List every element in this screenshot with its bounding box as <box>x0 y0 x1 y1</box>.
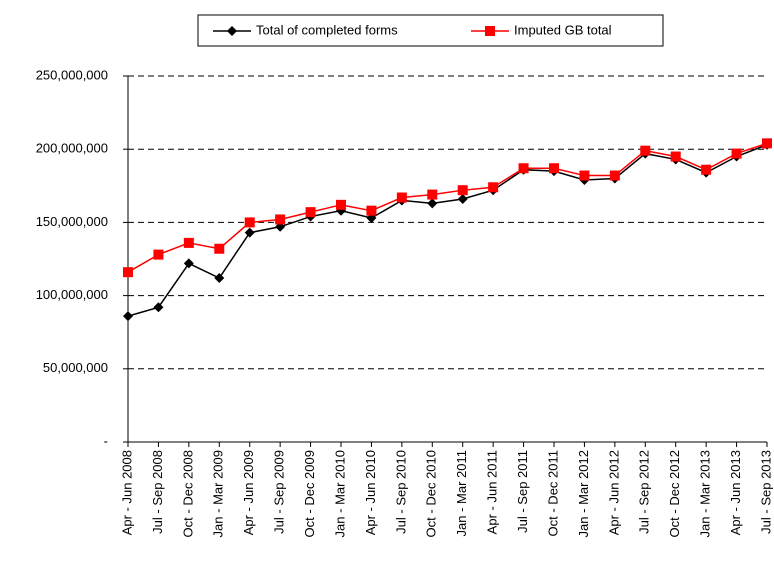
x-tick-label: Jul - Sep 2010 <box>393 450 408 534</box>
data-point <box>396 192 407 203</box>
data-point <box>427 198 438 209</box>
data-point <box>457 193 468 204</box>
x-tick-label: Apr - Jun 2009 <box>241 450 256 535</box>
x-tick-label: Jan - Mar 2011 <box>454 450 469 536</box>
y-tick-label: 200,000,000 <box>36 141 108 156</box>
data-point <box>336 199 346 210</box>
y-tick-label: 50,000,000 <box>43 360 108 375</box>
data-point <box>153 302 164 313</box>
data-point <box>609 170 620 181</box>
data-point <box>183 237 194 248</box>
y-tick-label: 100,000,000 <box>36 287 108 302</box>
x-tick-label: Apr - Jun 2012 <box>606 450 621 535</box>
y-tick-label: - <box>104 433 108 448</box>
data-point <box>214 273 225 284</box>
data-point <box>305 207 316 218</box>
x-tick-label: Oct - Dec 2010 <box>424 450 439 537</box>
x-tick-label: Jul - Sep 2008 <box>150 450 165 534</box>
data-point <box>123 311 133 322</box>
data-point <box>488 182 499 193</box>
y-tick-label: 150,000,000 <box>36 214 108 229</box>
x-tick-label: Jan - Mar 2013 <box>698 450 713 537</box>
x-tick-label: Oct - Dec 2012 <box>667 450 682 537</box>
data-point <box>366 205 377 216</box>
data-point <box>427 189 438 200</box>
data-point <box>214 243 225 254</box>
series-line <box>127 144 768 317</box>
legend-marker <box>227 26 237 36</box>
legend-label: Total of completed forms <box>256 22 398 37</box>
data-point <box>549 163 559 174</box>
x-tick-label: Apr - Jun 2010 <box>363 450 378 535</box>
data-point <box>457 185 468 196</box>
legend-box <box>197 14 664 47</box>
data-point <box>731 148 742 159</box>
data-point <box>518 163 529 174</box>
data-point <box>153 249 164 260</box>
x-tick-label: Jan - Mar 2009 <box>211 450 226 537</box>
data-point <box>701 164 712 175</box>
x-tick-label: Jul - Sep 2013 <box>758 450 773 534</box>
data-point <box>123 267 133 278</box>
data-point <box>579 170 590 181</box>
legend-marker <box>485 26 495 36</box>
data-point <box>244 217 255 228</box>
data-point <box>670 151 681 162</box>
data-point <box>244 227 255 238</box>
x-tick-label: Jul - Sep 2009 <box>272 450 287 534</box>
x-tick-label: Jul - Sep 2012 <box>637 450 652 534</box>
x-tick-label: Apr - Jun 2011 <box>485 450 500 534</box>
x-tick-label: Oct - Dec 2011 <box>545 450 560 536</box>
x-tick-label: Apr - Jun 2008 <box>119 450 134 535</box>
data-point <box>640 145 651 156</box>
data-point <box>275 214 286 225</box>
x-tick-label: Apr - Jun 2013 <box>728 450 743 535</box>
x-tick-label: Jul - Sep 2011 <box>515 450 530 533</box>
x-tick-label: Oct - Dec 2008 <box>180 450 195 537</box>
x-tick-label: Jan - Mar 2012 <box>576 450 591 537</box>
series-line <box>127 142 768 273</box>
data-point <box>762 138 772 149</box>
legend-label: Imputed GB total <box>514 22 612 37</box>
x-tick-label: Oct - Dec 2009 <box>302 450 317 537</box>
y-tick-label: 250,000,000 <box>36 67 108 82</box>
data-point <box>183 258 194 269</box>
x-tick-label: Jan - Mar 2010 <box>332 450 347 537</box>
